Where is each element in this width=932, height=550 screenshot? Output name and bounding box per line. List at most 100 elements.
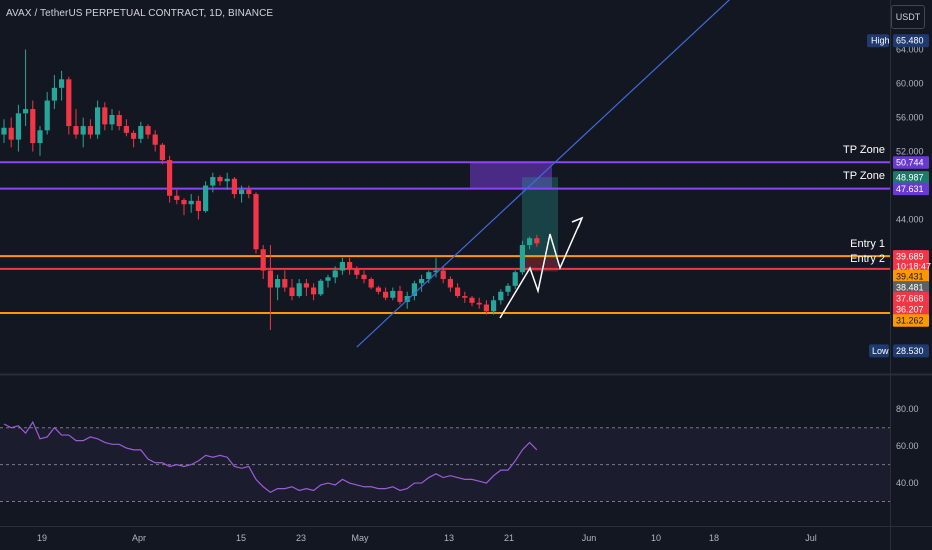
price-tick-label: 60.000 <box>896 79 924 89</box>
time-axis-label: 15 <box>236 533 246 543</box>
candle-body <box>289 287 295 297</box>
time-axis-label: Jun <box>582 533 597 543</box>
price-badge <box>893 259 929 273</box>
candle-body <box>354 268 360 275</box>
candle-body <box>390 290 396 298</box>
candle-body <box>491 300 497 312</box>
candle-body <box>44 100 50 131</box>
price-badge <box>893 281 929 294</box>
candle-body <box>368 279 374 288</box>
tp-zone-2-label: TP Zone <box>843 170 885 182</box>
price-badge-label: 10:18:47 <box>896 261 931 271</box>
projection-path <box>499 217 583 319</box>
price-badge <box>893 292 929 305</box>
rsi-line <box>3 420 538 494</box>
high-label-box <box>867 34 889 48</box>
price-badge <box>893 182 929 196</box>
candle-body <box>138 126 144 139</box>
price-badge-label: 36.207 <box>896 305 924 315</box>
time-axis-label: Apr <box>132 533 146 543</box>
time-axis-label: Jul <box>805 533 817 543</box>
candle-body <box>275 279 281 288</box>
candle-body <box>375 287 381 292</box>
price-badge <box>893 171 929 184</box>
time-axis-label: 18 <box>709 533 719 543</box>
candle-body <box>462 296 468 298</box>
price-badge <box>893 314 929 327</box>
candle-body <box>73 126 79 135</box>
candle-body <box>505 285 511 292</box>
candle-body <box>181 199 187 205</box>
candle-body <box>512 272 518 286</box>
candle-body <box>440 270 446 280</box>
entry-2-label: Entry 2 <box>850 253 885 265</box>
candle-body <box>59 79 65 88</box>
candle-body <box>476 302 482 305</box>
candle-body <box>51 87 57 101</box>
high-value-box <box>893 34 929 48</box>
candle-body <box>131 132 137 139</box>
candle-body <box>30 109 36 144</box>
candle-body <box>188 200 194 205</box>
candle-body <box>318 280 324 295</box>
candle-body <box>433 270 439 273</box>
candle-body <box>419 279 425 284</box>
candle-body <box>66 79 72 127</box>
candle-body <box>116 115 122 127</box>
rsi-tick-label: 60.00 <box>896 441 919 451</box>
candle-body <box>260 249 266 271</box>
candle-body <box>347 262 353 269</box>
candle-body <box>469 297 475 303</box>
candle-body <box>332 270 338 278</box>
candle-body <box>224 178 230 182</box>
candle-body <box>498 291 504 301</box>
candle-body <box>325 277 331 281</box>
candle-body <box>397 290 403 302</box>
candle-body <box>174 195 180 200</box>
price-badge-label: 37.668 <box>896 294 924 304</box>
candle-body <box>210 177 216 186</box>
price-badge-label: 39.689 <box>896 252 924 262</box>
price-badge <box>893 156 929 169</box>
candle-body <box>519 245 525 273</box>
tp-zone-box <box>470 162 552 189</box>
candle-body <box>239 189 245 195</box>
time-axis-label: May <box>351 533 369 543</box>
price-badge-label: 48.987 <box>896 173 924 183</box>
candle-body <box>282 279 288 288</box>
price-tick-label: 52.000 <box>896 147 924 157</box>
high-value: 65.480 <box>896 36 924 46</box>
candle-body <box>159 144 165 161</box>
candle-body <box>87 126 93 135</box>
price-tick-label: 56.000 <box>896 113 924 123</box>
price-badge <box>893 303 929 316</box>
candle-body <box>361 274 367 280</box>
price-badge-label: 47.631 <box>896 184 924 194</box>
candle-body <box>1 127 7 135</box>
candle-body <box>246 189 252 195</box>
tp-zone-1-label: TP Zone <box>843 144 885 156</box>
arrow-head-icon <box>571 216 584 229</box>
time-axis-label: 13 <box>444 533 454 543</box>
candle-body <box>404 296 410 302</box>
candle-body <box>152 134 158 145</box>
candle-body <box>8 127 14 140</box>
candle-body <box>534 238 540 244</box>
time-axis-label: 21 <box>504 533 514 543</box>
candle-body <box>203 185 209 212</box>
low-value: 28.530 <box>896 346 924 356</box>
candle-body <box>95 107 101 135</box>
candle-body <box>426 272 432 280</box>
candle-body <box>217 177 223 182</box>
candle-body <box>527 238 533 246</box>
price-badge <box>893 270 929 283</box>
entry-1-label: Entry 1 <box>850 238 885 250</box>
candle-body <box>80 126 86 135</box>
currency-selector-button[interactable]: USDT <box>891 5 925 29</box>
low-value-box <box>893 344 929 358</box>
price-badge-label: 31.262 <box>896 316 924 326</box>
price-badge-label: 39.431 <box>896 272 924 282</box>
price-badge-label: 50.744 <box>896 158 924 168</box>
candle-body <box>383 291 389 298</box>
